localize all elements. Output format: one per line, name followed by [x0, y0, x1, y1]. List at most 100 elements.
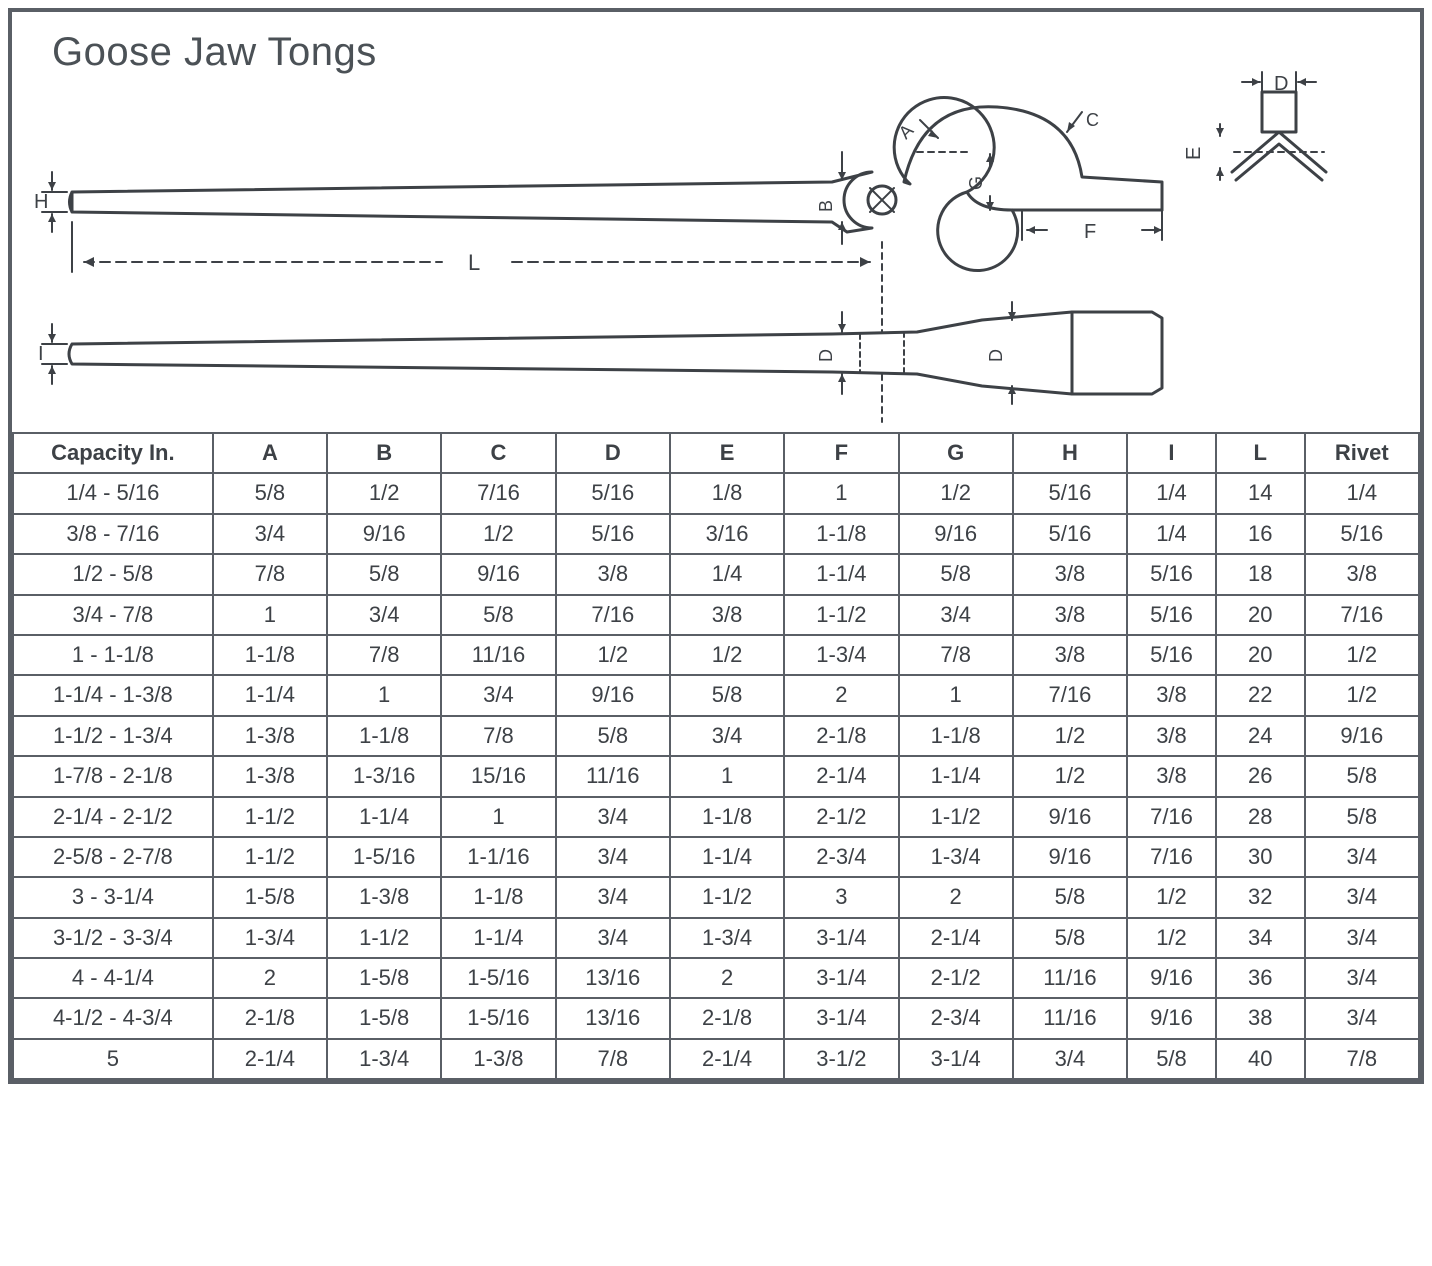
table-cell: 9/16: [441, 554, 555, 594]
table-cell: 32: [1216, 877, 1305, 917]
table-cell: 7/16: [441, 473, 555, 513]
table-cell: 1-3/4: [670, 918, 784, 958]
table-row: 1/2 - 5/87/85/89/163/81/41-1/45/83/85/16…: [13, 554, 1419, 594]
table-cell: 3-1/4: [899, 1039, 1013, 1079]
table-row: 52-1/41-3/41-3/87/82-1/43-1/23-1/43/45/8…: [13, 1039, 1419, 1079]
table-row: 1 - 1-1/81-1/87/811/161/21/21-3/47/83/85…: [13, 635, 1419, 675]
table-row: 4 - 4-1/421-5/81-5/1613/1623-1/42-1/211/…: [13, 958, 1419, 998]
table-cell: 1-3/8: [441, 1039, 555, 1079]
dim-B-pivot: B: [816, 152, 846, 244]
table-cell: 1: [327, 675, 441, 715]
table-cell: 11/16: [556, 756, 670, 796]
table-cell: 1-3/4: [327, 1039, 441, 1079]
table-cell: 3/8: [556, 554, 670, 594]
table-cell: 1-5/8: [327, 958, 441, 998]
table-cell: 2: [784, 675, 898, 715]
table-cell: 7/16: [1127, 837, 1216, 877]
table-cell: 5/16: [1127, 635, 1216, 675]
table-cell: 13/16: [556, 958, 670, 998]
table-cell: 1-1/2: [327, 918, 441, 958]
table-cell: 1-1/4: [441, 918, 555, 958]
table-cell: 1: [899, 675, 1013, 715]
table-cell: 2-3/4: [899, 998, 1013, 1038]
table-cell: 3/8: [670, 595, 784, 635]
table-cell: 1-3/8: [213, 756, 327, 796]
table-cell: 3 - 3-1/4: [13, 877, 213, 917]
table-cell: 1-3/8: [327, 877, 441, 917]
table-cell: 5/8: [1013, 918, 1127, 958]
table-header-cell: E: [670, 433, 784, 473]
table-cell: 3/4: [1305, 877, 1419, 917]
table-cell: 3/4: [556, 837, 670, 877]
table-cell: 3/4: [1305, 918, 1419, 958]
table-cell: 1-1/4: [784, 554, 898, 594]
table-cell: 9/16: [1127, 958, 1216, 998]
table-cell: 7/16: [556, 595, 670, 635]
table-cell: 1-1/2: [213, 837, 327, 877]
svg-text:G: G: [966, 176, 986, 190]
table-cell: 2-1/4: [213, 1039, 327, 1079]
svg-text:C: C: [1086, 110, 1099, 130]
table-head: Capacity In.ABCDEFGHILRivet: [13, 433, 1419, 473]
dim-H: H: [34, 172, 67, 232]
table-cell: 1/4: [670, 554, 784, 594]
table-header-cell: F: [784, 433, 898, 473]
diagram-area: Goose Jaw Tongs: [12, 12, 1420, 432]
table-cell: 11/16: [1013, 998, 1127, 1038]
table-cell: 7/8: [556, 1039, 670, 1079]
table-cell: 1-1/4: [213, 675, 327, 715]
table-cell: 9/16: [1013, 797, 1127, 837]
table-header-cell: I: [1127, 433, 1216, 473]
table-cell: 7/8: [441, 716, 555, 756]
svg-text:B: B: [816, 200, 836, 212]
table-cell: 34: [1216, 918, 1305, 958]
table-cell: 3/8: [1127, 675, 1216, 715]
svg-text:F: F: [1084, 221, 1096, 243]
table-cell: 1-1/8: [327, 716, 441, 756]
table-cell: 1-1/8: [213, 635, 327, 675]
table-cell: 1: [784, 473, 898, 513]
table-cell: 1/2: [556, 635, 670, 675]
table-cell: 3/8 - 7/16: [13, 514, 213, 554]
table-cell: 5/16: [1013, 514, 1127, 554]
table-cell: 3/4: [213, 514, 327, 554]
dim-I: I: [38, 324, 67, 384]
table-cell: 7/8: [1305, 1039, 1419, 1079]
table-cell: 1/4: [1127, 514, 1216, 554]
table-cell: 16: [1216, 514, 1305, 554]
table-cell: 22: [1216, 675, 1305, 715]
table-row: 1/4 - 5/165/81/27/165/161/811/25/161/414…: [13, 473, 1419, 513]
table-cell: 2-5/8 - 2-7/8: [13, 837, 213, 877]
table-cell: 1: [441, 797, 555, 837]
table-header-cell: H: [1013, 433, 1127, 473]
table-cell: 3/8: [1013, 635, 1127, 675]
table-cell: 3/8: [1305, 554, 1419, 594]
table-cell: 3-1/2 - 3-3/4: [13, 918, 213, 958]
end-section: D E: [1183, 72, 1326, 180]
table-row: 2-5/8 - 2-7/81-1/21-5/161-1/163/41-1/42-…: [13, 837, 1419, 877]
table-cell: 7/16: [1127, 797, 1216, 837]
table-header-cell: A: [213, 433, 327, 473]
table-cell: 1-1/4: [899, 756, 1013, 796]
svg-text:D: D: [986, 349, 1006, 362]
table-cell: 1-1/2: [899, 797, 1013, 837]
table-cell: 1-7/8 - 2-1/8: [13, 756, 213, 796]
table-cell: 1-1/16: [441, 837, 555, 877]
table-cell: 3/4: [899, 595, 1013, 635]
table-cell: 1-1/2: [213, 797, 327, 837]
table-cell: 1/2: [670, 635, 784, 675]
svg-text:D: D: [1274, 73, 1288, 95]
table-cell: 1-1/4 - 1-3/8: [13, 675, 213, 715]
table-cell: 11/16: [441, 635, 555, 675]
table-cell: 3/4: [556, 918, 670, 958]
table-cell: 2: [213, 958, 327, 998]
table-cell: 5/16: [1305, 514, 1419, 554]
table-cell: 3-1/4: [784, 958, 898, 998]
table-row: 3-1/2 - 3-3/41-3/41-1/21-1/43/41-3/43-1/…: [13, 918, 1419, 958]
table-cell: 9/16: [899, 514, 1013, 554]
table-cell: 1/4 - 5/16: [13, 473, 213, 513]
table-row: 3/8 - 7/163/49/161/25/163/161-1/89/165/1…: [13, 514, 1419, 554]
table-cell: 3/4 - 7/8: [13, 595, 213, 635]
table-cell: 5/16: [1127, 595, 1216, 635]
svg-text:I: I: [38, 343, 44, 365]
